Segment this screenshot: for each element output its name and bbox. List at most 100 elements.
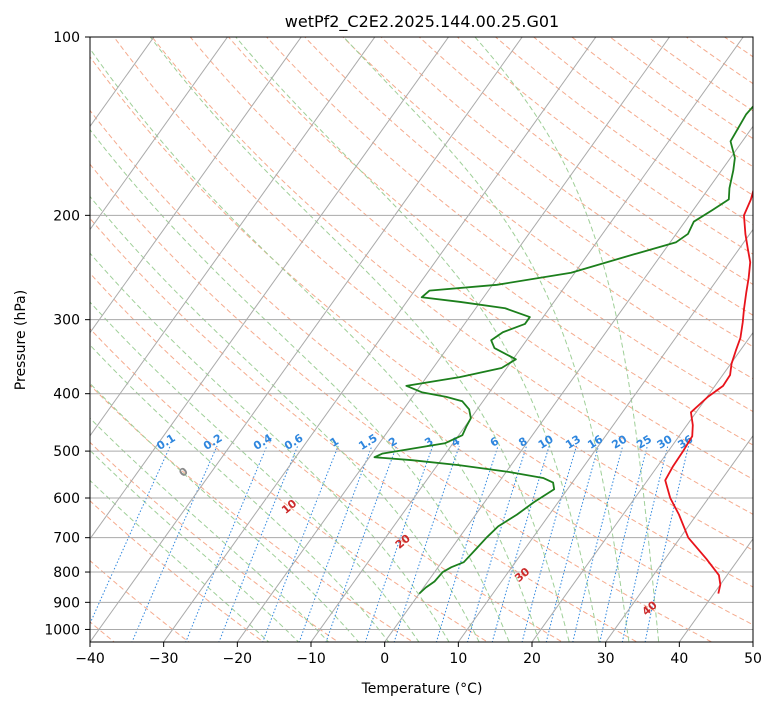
dry-adiabat-line [90,441,340,642]
x-tick-label: 50 [744,651,762,667]
x-tick-label: 0 [380,651,389,667]
dry-adiabat-line [304,37,753,380]
dry-adiabat-line [456,37,753,255]
moist-adiabat-line [90,449,300,642]
mixing-ratio-label: 30 [655,432,675,451]
mixing-ratio-label: 25 [634,433,654,452]
mixing-ratio-line [644,445,690,642]
isotherm-line [457,228,753,642]
mixing-ratio-label: 10 [536,432,556,451]
x-tick-label: −40 [75,651,105,667]
moist-adiabat-line [90,301,420,642]
dry-adiabat-line [571,37,753,168]
mixing-ratio-line [545,445,600,642]
isotherm-line [236,37,671,642]
dry-adiabat-line [113,37,753,551]
y-tick-label: 500 [53,444,80,460]
dry-adiabat-line [90,109,753,626]
y-tick-label: 100 [53,30,80,46]
dry-adiabat-label: 10 [279,497,299,517]
mixing-ratio-label: 0.2 [201,431,224,452]
dry-adiabat-label: 0 [176,465,190,480]
mixing-ratio-label: 2 [386,435,399,450]
dry-adiabat-line [90,163,713,642]
mixing-ratio-label: 16 [585,432,605,451]
dry-adiabat-line [90,272,564,642]
dewpoint-profile-line [373,105,753,595]
plot-area: 0.10.20.40.611.52346810131620253036-100-… [68,24,775,649]
mixing-ratio-line [491,445,550,642]
isotherm-line [90,37,229,231]
moist-adiabat-line [149,37,570,642]
mixing-ratio-label: 0.6 [282,431,306,453]
dry-adiabat-line [90,217,639,642]
mixing-ratio-line [218,445,299,642]
moist-adiabat-line [90,382,360,642]
y-tick-label: 800 [53,565,80,581]
isotherm-line [752,641,753,642]
x-tick-label: 20 [523,651,541,667]
dry-adiabat-label: 30 [512,565,532,585]
dry-adiabat-line [342,37,753,348]
moist-adiabat-line [474,37,660,642]
x-tick-label: −20 [223,651,253,667]
dry-adiabat-line [90,328,489,642]
series-layer [373,105,753,595]
dry-adiabat-line [418,37,753,285]
axes: −40 −30 −20 −10 0 10 20 30 40 5010020030040050060… [44,30,762,667]
chart-title: wetPf2_C2E2.2025.144.00.25.G01 [285,12,559,32]
isotherm-line [90,37,376,437]
dry-adiabat-label: -10 [68,421,92,444]
mixing-ratio-label: 0.1 [154,431,177,452]
dry-adiabat-line [265,37,753,413]
mixing-ratio-line [599,445,648,642]
isotherm-line [163,37,597,642]
x-tick-label: 30 [597,651,615,667]
moist-adiabat-line [90,47,540,642]
mixing-ratio-line [621,445,669,642]
y-tick-label: 600 [53,491,80,507]
mixing-ratio-label: 20 [610,432,630,451]
moist-adiabat-line [235,37,600,642]
mixing-ratio-line [466,445,528,642]
x-tick-label: 40 [670,651,688,667]
y-axis-label: Pressure (hPa) [13,290,29,390]
isotherm-line [678,538,753,642]
mixing-ratio-label: 1.5 [356,431,379,452]
mixing-ratio-line [325,445,398,642]
moist-adiabat-line [343,37,630,642]
mixing-ratio-line [393,445,460,642]
dry-adiabat-line [744,24,775,649]
mixing-ratio-label: 13 [563,433,583,452]
mixing-ratio-label: 6 [488,434,502,449]
mixing-ratio-line [131,445,218,642]
isotherm-line [90,37,302,334]
x-tick-label: −30 [149,651,179,667]
dry-adiabat-line [90,55,753,588]
x-tick-label: 10 [449,651,467,667]
mixing-ratio-label: 1 [328,435,341,450]
y-tick-label: 300 [53,313,80,329]
mixing-ratio-line [572,445,624,642]
temperature-profile-line [664,188,753,594]
mixing-ratio-line [435,445,499,642]
isotherm-line [90,37,523,642]
isotherm-line [310,37,744,642]
dry-adiabat-label: 20 [393,532,413,552]
isotherm-line [384,125,753,642]
dry-adiabat-line [90,384,414,642]
moist-adiabat-line [90,417,330,642]
mixing-ratio-line [262,445,339,642]
moist-adiabat-line [90,128,510,642]
y-tick-label: 200 [53,208,80,224]
isotherm-line [605,434,753,642]
y-tick-label: 1000 [44,622,80,638]
mixing-ratio-line [521,445,577,642]
isotherm-line [90,37,450,540]
isotherm-line [531,331,753,642]
y-tick-label: 900 [53,595,80,611]
mixing-ratio-line [364,445,434,642]
dry-adiabat-line [90,500,265,642]
dry-adiabat-line [151,37,753,515]
plot-frame [89,36,754,643]
